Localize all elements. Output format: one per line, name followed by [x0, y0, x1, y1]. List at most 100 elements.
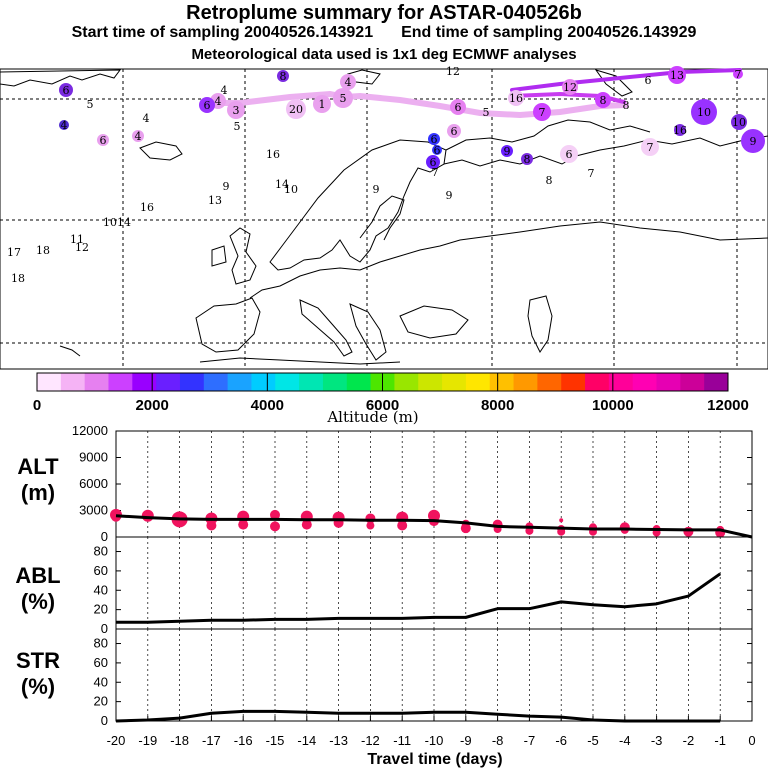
- x-tick-label: 0: [748, 733, 755, 748]
- map-marker-dot: [562, 79, 578, 95]
- map-marker-dot: [450, 99, 466, 115]
- map-marker-label: 8: [280, 70, 287, 83]
- map-marker-dot: [277, 70, 289, 82]
- map-marker-label: 5: [483, 106, 490, 119]
- map-marker-label: 6: [100, 134, 107, 147]
- alt-panel: 0 3000 6000 9000 12000: [72, 423, 753, 544]
- colorbar-cell: [442, 373, 467, 391]
- abl-panel: 0 20 40 60 80: [94, 536, 753, 636]
- map-marker-label: 7: [432, 166, 439, 179]
- map-marker-label: 13: [670, 69, 684, 82]
- str-unit-label: (%): [21, 674, 55, 699]
- alt-scatter-point: [559, 518, 564, 523]
- x-tick-label: -7: [524, 733, 536, 748]
- abl-ytick-label: 40: [94, 582, 108, 597]
- plume-tracks: [205, 68, 742, 119]
- start-time-label: Start time of sampling 20040526.143921: [71, 24, 374, 41]
- colorbar-tick-label: 0: [33, 397, 41, 414]
- map-marker-dot: [199, 97, 215, 113]
- colorbar-cell: [656, 373, 681, 391]
- map-marker-dot: [333, 88, 353, 108]
- map-marker-label: 1014: [103, 216, 131, 229]
- colorbar-cell: [203, 373, 229, 391]
- colorbar-cell: [489, 373, 515, 391]
- alt-label: ALT: [17, 454, 59, 479]
- colorbar-cell: [346, 373, 372, 391]
- map-marker-label: 4: [215, 95, 222, 108]
- str-ytick-label: 40: [94, 674, 108, 689]
- map-marker-label: 6: [455, 101, 462, 114]
- map-marker-label: 1: [319, 98, 326, 111]
- colorbar-cell: [156, 373, 181, 391]
- map-marker-label: 4: [135, 130, 142, 143]
- chart-title: Retroplume summary for ASTAR-040526b: [186, 2, 582, 24]
- x-tick-label: -12: [361, 733, 380, 748]
- str-ytick-label: 60: [94, 655, 108, 670]
- alt-unit-label: (m): [21, 480, 55, 505]
- x-tick-label: -9: [460, 733, 472, 748]
- colorbar-cell: [60, 373, 86, 391]
- colorbar-cell: [132, 373, 157, 391]
- map-marker-label: 6: [63, 84, 70, 97]
- map-marker-dot: [733, 69, 743, 79]
- str-ytick-label: 20: [94, 694, 108, 709]
- colorbar-cell: [513, 373, 538, 391]
- map-marker-label: 8: [600, 94, 607, 107]
- colorbar-cell: [632, 373, 658, 391]
- map-marker-label: 9: [373, 183, 380, 196]
- map-marker-label: 7: [588, 167, 595, 180]
- map-marker-label: 5: [87, 98, 94, 111]
- colorbar-cell: [418, 373, 443, 391]
- alt-scatter-point: [238, 519, 249, 530]
- map-marker-label: 8: [524, 153, 531, 166]
- colorbar-cell: [37, 373, 62, 391]
- map-marker-label: 9: [750, 135, 757, 148]
- colorbar-cell: [251, 373, 276, 391]
- map-marker-dot: [132, 130, 144, 142]
- colorbar: 0 2000 4000 6000 8000 10000 12000 Altitude (m): [33, 372, 749, 426]
- map-marker-label: 12: [75, 241, 89, 254]
- alt-scatter-point: [366, 521, 375, 530]
- map-frame: [0, 68, 768, 370]
- map-marker-dot: [59, 83, 73, 97]
- map-marker-label: 7: [735, 68, 742, 81]
- x-tick-label: -10: [425, 733, 444, 748]
- map-marker-label: 13: [208, 194, 222, 207]
- alt-ytick-label: 9000: [79, 450, 108, 465]
- map-marker-dot: [668, 66, 686, 84]
- coastlines: [0, 69, 768, 365]
- map-marker-label: 4: [61, 119, 68, 132]
- str-panel: 0 20 40 60 80: [94, 628, 753, 728]
- colorbar-cell: [585, 373, 610, 391]
- map-marker-dot: [428, 133, 440, 145]
- x-tick-label: -19: [138, 733, 157, 748]
- alt-ytick-label: 6000: [79, 476, 108, 491]
- colorbar-cell: [465, 373, 491, 391]
- map-marker-label: 6: [430, 156, 437, 169]
- x-tick-label: -3: [651, 733, 663, 748]
- map-marker-label: 7: [539, 106, 546, 119]
- map-marker-label: 6: [204, 99, 211, 112]
- colorbar-cell: [561, 373, 586, 391]
- alt-scatter-point: [619, 522, 630, 533]
- map-marker-label: 6: [434, 144, 441, 157]
- map-marker-dot: [521, 153, 533, 165]
- colorbar-cell: [108, 373, 133, 391]
- x-tick-label: -20: [107, 733, 126, 748]
- map-marker-label: 8: [623, 99, 630, 112]
- map-marker-dot: [641, 138, 659, 156]
- map-marker-dot: [674, 124, 686, 136]
- map-marker-dot: [59, 120, 69, 130]
- x-tick-label: -17: [202, 733, 221, 748]
- colorbar-tick-label: 4000: [251, 397, 284, 414]
- x-tick-label: -5: [587, 733, 599, 748]
- map-marker-dot: [313, 95, 331, 113]
- map-marker-label: 14: [275, 178, 289, 191]
- map-marker-label: 6: [645, 74, 652, 87]
- alt-scatter-point: [397, 520, 408, 531]
- map-marker-dot: [691, 99, 717, 125]
- colorbar-title: Altitude (m): [326, 408, 418, 426]
- colorbar-cell: [322, 373, 348, 391]
